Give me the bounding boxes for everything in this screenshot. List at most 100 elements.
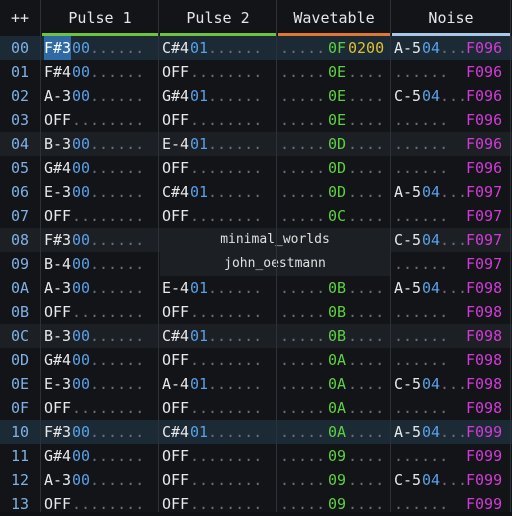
pulse2-note[interactable]: C#4 — [162, 423, 190, 441]
noise-effect[interactable]: F096 — [466, 87, 503, 105]
pulse2-instrument[interactable]: 01 — [190, 423, 209, 441]
pulse2-note[interactable]: G#4 — [162, 87, 190, 105]
pulse1-instrument[interactable]: 00 — [72, 135, 91, 153]
pulse2-note[interactable]: A-4 — [162, 375, 190, 393]
pattern-row[interactable]: 0D G#4 00...... OFF............. 0A.........… — [0, 348, 512, 372]
noise-note[interactable]: C-5 — [394, 375, 422, 393]
wavetable-volume[interactable]: 0D — [328, 135, 347, 153]
wavetable-volume[interactable]: 0E — [328, 111, 347, 129]
pattern-row[interactable]: 12 A-3 00...... OFF............. 09.... C-5 04… — [0, 468, 512, 492]
noise-instrument[interactable]: 04 — [422, 231, 441, 249]
wavetable-volume[interactable]: 0A — [328, 423, 347, 441]
noise-effect[interactable]: F099 — [466, 471, 503, 489]
pulse2-note[interactable]: OFF — [162, 471, 190, 489]
pulse2-instrument[interactable]: 01 — [190, 87, 209, 105]
pulse1-note[interactable]: A-3 — [44, 471, 72, 489]
noise-effect[interactable]: F098 — [466, 303, 503, 321]
pulse1-instrument[interactable]: 00 — [72, 327, 91, 345]
pattern-row[interactable]: 10 F#3 00...... C#4 01........... 0A.... A-5 04… — [0, 420, 512, 444]
wavetable-volume[interactable]: 09 — [328, 447, 347, 465]
pulse2-note[interactable]: E-4 — [162, 279, 190, 297]
pulse1-note[interactable]: G#4 — [44, 447, 72, 465]
noise-effect[interactable]: F097 — [466, 231, 503, 249]
pulse1-note[interactable]: OFF — [44, 111, 72, 129]
wavetable-volume[interactable]: 0B — [328, 279, 347, 297]
pulse1-instrument[interactable]: 00 — [72, 63, 91, 81]
pattern-row[interactable]: 01 F#4 00...... OFF............. 0E.........… — [0, 60, 512, 84]
noise-effect[interactable]: F097 — [466, 255, 503, 273]
pulse2-instrument[interactable]: 01 — [190, 135, 209, 153]
pulse2-note[interactable]: OFF — [162, 207, 190, 225]
pulse2-note[interactable]: OFF — [162, 159, 190, 177]
wavetable-volume[interactable]: 0D — [328, 183, 347, 201]
noise-effect[interactable]: F098 — [466, 375, 503, 393]
channel-header-wavetable[interactable]: Wavetable — [278, 0, 390, 36]
pattern-row[interactable]: 04 B-3 00...... E-4 01........... 0D.........… — [0, 132, 512, 156]
pulse1-instrument[interactable]: 00 — [72, 447, 91, 465]
pulse2-instrument[interactable]: 01 — [190, 279, 209, 297]
pulse2-note[interactable]: OFF — [162, 303, 190, 321]
pulse1-instrument[interactable]: 00 — [72, 87, 91, 105]
pulse1-instrument[interactable]: 00 — [72, 183, 91, 201]
noise-note[interactable]: A-5 — [394, 183, 422, 201]
pulse1-note[interactable]: B-4 — [44, 255, 72, 273]
pulse1-instrument[interactable]: 00 — [72, 375, 91, 393]
pulse2-note[interactable]: OFF — [162, 351, 190, 369]
pattern-row[interactable]: 0B OFF........ OFF............. 0B.........… — [0, 300, 512, 324]
pulse1-instrument[interactable]: 00 — [72, 351, 91, 369]
pattern-row[interactable]: 0A A-3 00...... E-4 01........... 0B.... A-5 04… — [0, 276, 512, 300]
pattern-row[interactable]: 0E E-3 00...... A-4 01........... 0A.... C-5 04… — [0, 372, 512, 396]
pulse2-note[interactable]: OFF — [162, 447, 190, 465]
pulse2-instrument[interactable]: 01 — [190, 327, 209, 345]
pulse1-note[interactable]: OFF — [44, 303, 72, 321]
noise-effect[interactable]: F096 — [466, 159, 503, 177]
pattern-row[interactable]: 11 G#4 00...... OFF............. 09.........… — [0, 444, 512, 468]
pulse2-note[interactable]: E-4 — [162, 135, 190, 153]
pulse1-instrument[interactable]: 00 — [72, 423, 91, 441]
pulse1-note[interactable]: F#3 — [44, 231, 72, 249]
pulse1-note[interactable]: OFF — [44, 207, 72, 225]
noise-effect[interactable]: F096 — [466, 39, 503, 57]
pulse1-instrument[interactable]: 00 — [72, 279, 91, 297]
noise-instrument[interactable]: 04 — [422, 375, 441, 393]
noise-effect[interactable]: F096 — [466, 63, 503, 81]
pattern-row[interactable]: 00 F#3 00...... C#4 01........... 0F 0200 A-5 04… — [0, 36, 512, 60]
wavetable-volume[interactable]: 09 — [328, 471, 347, 489]
pattern-row[interactable]: 06 E-3 00...... C#4 01........... 0D.... A-5 04… — [0, 180, 512, 204]
noise-instrument[interactable]: 04 — [422, 39, 441, 57]
wavetable-volume[interactable]: 0E — [328, 63, 347, 81]
noise-note[interactable]: A-5 — [394, 39, 422, 57]
noise-effect[interactable]: F099 — [466, 495, 503, 513]
pulse2-note[interactable]: C#4 — [162, 39, 190, 57]
pattern-row[interactable]: 0F OFF........ OFF............. 0A.........… — [0, 396, 512, 420]
wavetable-volume[interactable]: 0B — [328, 303, 347, 321]
pattern-row[interactable]: 02 A-3 00...... G#4 01........... 0E.... C-5 04… — [0, 84, 512, 108]
noise-instrument[interactable]: 04 — [422, 183, 441, 201]
noise-note[interactable]: C-5 — [394, 87, 422, 105]
channel-header-pulse-1[interactable]: Pulse 1 — [42, 0, 158, 36]
pattern-row[interactable]: 07 OFF........ OFF............. 0C.........… — [0, 204, 512, 228]
pulse1-note[interactable]: OFF — [44, 399, 72, 417]
pulse2-note[interactable]: C#4 — [162, 327, 190, 345]
wavetable-volume[interactable]: 0F — [328, 39, 347, 57]
channel-header-pulse-2[interactable]: Pulse 2 — [160, 0, 276, 36]
noise-instrument[interactable]: 04 — [422, 279, 441, 297]
wavetable-volume[interactable]: 0A — [328, 375, 347, 393]
pattern-row[interactable]: 03 OFF........ OFF............. 0E.........… — [0, 108, 512, 132]
pulse2-instrument[interactable]: 01 — [190, 183, 209, 201]
noise-instrument[interactable]: 04 — [422, 471, 441, 489]
noise-effect[interactable]: F097 — [466, 207, 503, 225]
wavetable-volume[interactable]: 0E — [328, 87, 347, 105]
noise-effect[interactable]: F099 — [466, 447, 503, 465]
pattern-row[interactable]: 0C B-3 00...... C#4 01........... 0B.........… — [0, 324, 512, 348]
pulse2-note[interactable]: OFF — [162, 111, 190, 129]
noise-note[interactable]: A-5 — [394, 279, 422, 297]
pattern-row[interactable]: 09 B-4 00...... john_oestmann...... F097 — [0, 252, 512, 276]
wavetable-volume[interactable]: 0A — [328, 399, 347, 417]
wavetable-volume[interactable]: 09 — [328, 495, 347, 513]
pulse1-instrument[interactable]: 00 — [72, 255, 91, 273]
noise-effect[interactable]: F098 — [466, 327, 503, 345]
pulse1-note[interactable]: B-3 — [44, 135, 72, 153]
pulse2-note[interactable]: OFF — [162, 399, 190, 417]
pulse1-instrument[interactable]: 00 — [72, 471, 91, 489]
